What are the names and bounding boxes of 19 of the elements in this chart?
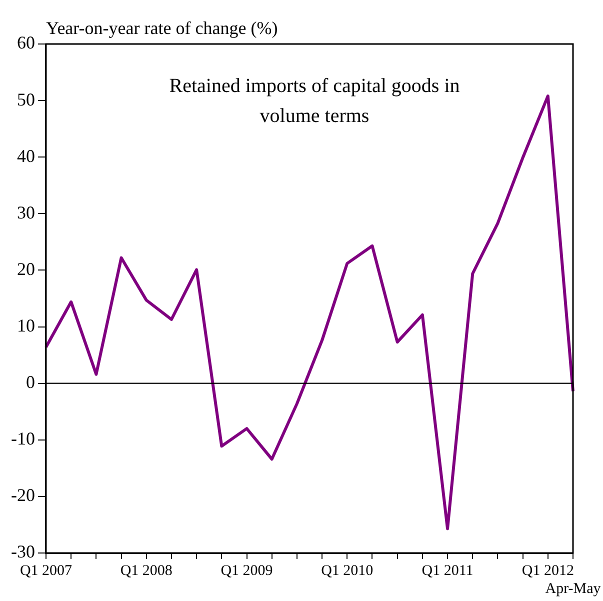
y-tick-label: -10	[10, 428, 35, 449]
y-tick-label: -30	[10, 542, 35, 562]
y-tick-label: 20	[16, 258, 35, 279]
y-tick-label: 10	[16, 316, 35, 336]
y-tick-label: 0	[26, 372, 35, 392]
x-tick-label: Q1 2011	[422, 562, 474, 579]
y-tick-label: 30	[16, 202, 35, 222]
y-tick-label: -20	[10, 485, 35, 506]
y-tick-label: 60	[16, 32, 35, 53]
x-tick-label: Q1 2010	[321, 562, 374, 579]
x-tick-label: Q1 2012	[522, 562, 574, 579]
x-tick-label: Q1 2008	[120, 562, 172, 579]
text: Retained imports of capital goods in volume terms	[169, 75, 460, 127]
x-tick-label: Q1 2009	[220, 562, 273, 579]
y-tick-label: 50	[16, 89, 35, 110]
y-tick-label: 40	[16, 146, 35, 166]
x-tick-label: Q1 2007	[20, 562, 73, 579]
y-axis-title: Year-on-year rate of change (%)	[46, 18, 278, 38]
x-tick-label: Apr-May	[545, 580, 602, 597]
